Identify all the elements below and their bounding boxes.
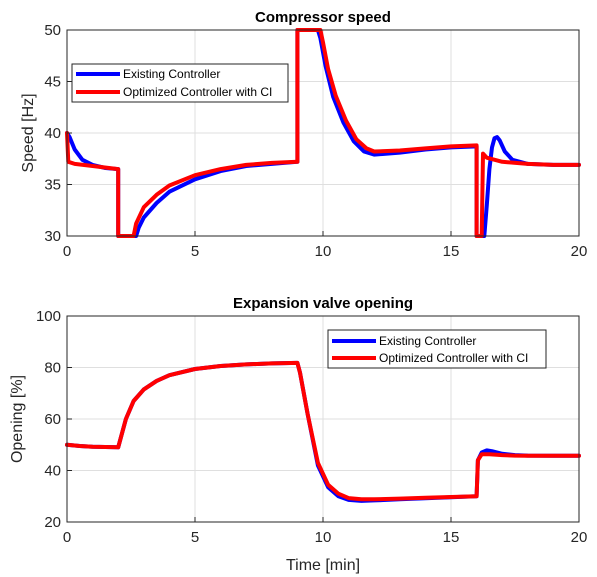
y-axis-label: Opening [%] — [9, 375, 26, 463]
y-axis-label: Speed [Hz] — [20, 93, 37, 172]
legend: Existing Controller Optimized Controller… — [71, 63, 289, 103]
expansion-valve-chart: 0 5 10 15 20 20 40 60 80 100 Expansion valve open… — [9, 295, 587, 574]
ticks: 0 5 10 15 20 20 40 60 80 100 — [36, 308, 587, 546]
compressor-speed-chart: 0 5 10 15 20 30 35 40 45 50 Compressor speed Spee… — [20, 9, 587, 260]
x-tick-label: 20 — [571, 529, 588, 546]
x-tick-label: 5 — [191, 243, 199, 260]
legend-label-optimized: Optimized Controller with CI — [379, 351, 528, 365]
legend-box — [71, 63, 289, 103]
y-tick-label: 40 — [44, 463, 61, 480]
legend-box — [327, 329, 547, 369]
x-tick-label: 5 — [191, 529, 199, 546]
y-tick-label: 20 — [44, 514, 61, 531]
y-tick-label: 35 — [44, 177, 61, 194]
y-tick-label: 100 — [36, 308, 61, 325]
y-tick-label: 30 — [44, 228, 61, 245]
x-tick-label: 0 — [63, 243, 71, 260]
x-axis-label: Time [min] — [286, 557, 360, 574]
x-tick-label: 10 — [315, 529, 332, 546]
y-tick-label: 45 — [44, 74, 61, 91]
series-line-optimized — [65, 360, 581, 502]
x-tick-label: 15 — [443, 529, 460, 546]
x-tick-label: 10 — [315, 243, 332, 260]
y-tick-label: 80 — [44, 360, 61, 377]
ticks: 0 5 10 15 20 30 35 40 45 50 — [44, 22, 587, 260]
legend-label-existing: Existing Controller — [379, 334, 476, 348]
legend-label-existing: Existing Controller — [123, 67, 220, 81]
x-tick-label: 0 — [63, 529, 71, 546]
legend: Existing Controller Optimized Controller… — [327, 329, 547, 369]
chart-title: Expansion valve opening — [233, 295, 413, 312]
x-tick-label: 15 — [443, 243, 460, 260]
legend-label-optimized: Optimized Controller with CI — [123, 85, 272, 99]
series-lines — [65, 360, 581, 503]
y-tick-label: 60 — [44, 411, 61, 428]
chart-title: Compressor speed — [255, 9, 391, 26]
y-tick-label: 40 — [44, 125, 61, 142]
y-tick-label: 50 — [44, 22, 61, 39]
x-tick-label: 20 — [571, 243, 588, 260]
